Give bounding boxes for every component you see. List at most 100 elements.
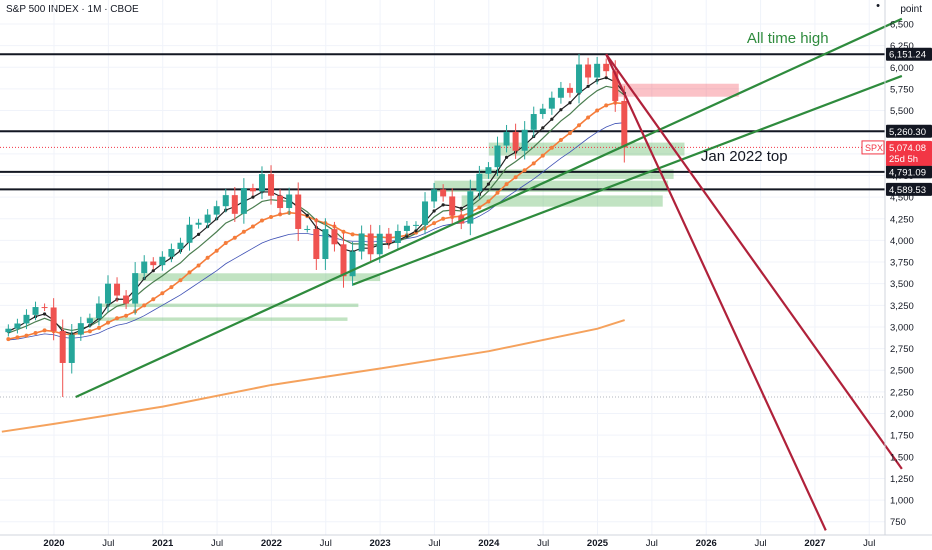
x-tick-label: Jul [537, 538, 549, 549]
level-price-label-text: 6,151.24 [889, 50, 926, 61]
green-zone [434, 180, 669, 192]
candle-body [23, 314, 30, 324]
ma-orange-dot [540, 153, 545, 158]
y-tick-label: 4,250 [890, 214, 914, 225]
x-tick-label: Jul [428, 538, 440, 549]
candle-body [222, 195, 229, 207]
ma-orange-dot [350, 232, 355, 237]
candle-body [621, 100, 628, 148]
y-tick-label: 6,500 [890, 20, 914, 31]
candle-body [503, 131, 510, 146]
price-labels: 6,151.24 5,260.30 4,791.09 4,589.53 5,074.08… [861, 47, 932, 196]
annotations: All time high Jan 2022 top [701, 30, 829, 165]
y-tick-label: 6,250 [890, 41, 914, 52]
candle-body [104, 283, 111, 304]
candle-body [612, 71, 619, 101]
candle-body [95, 303, 102, 319]
candle-body [195, 222, 202, 225]
candle-body [168, 248, 175, 257]
green-zone [97, 303, 359, 308]
candlesticks [5, 53, 628, 397]
ma-orange-dot [531, 161, 536, 166]
ma-orange-dot [269, 215, 274, 220]
y-tick-label: 3,500 [890, 279, 914, 290]
green-zone [461, 195, 663, 207]
candle-body [512, 131, 519, 151]
candle-body [204, 214, 211, 223]
y-tick-label: 3,750 [890, 258, 914, 269]
ma-black-dot [151, 269, 155, 273]
green-zone [86, 317, 348, 321]
candle-body [213, 206, 220, 215]
chart-title: S&P 500 INDEX · 1M · CBOE [6, 4, 139, 15]
x-tick-label: Jul [320, 538, 332, 549]
ma-orange-dot [187, 270, 192, 275]
last-price-countdown: 25d 5h [889, 154, 918, 165]
candle-body [258, 174, 265, 192]
candle-body [295, 194, 302, 229]
ma-black-dot [42, 312, 47, 316]
ma-orange-dot [241, 229, 246, 234]
level-price-label: 4,589.53 [886, 182, 932, 196]
x-tick-label: Jul [646, 538, 658, 549]
green-trendline [352, 74, 903, 286]
candle-body [268, 174, 275, 196]
y-tick-label: 5,750 [890, 84, 914, 95]
price-axis-unit: point [900, 4, 922, 15]
ma-orange-dot [142, 303, 147, 308]
candle-body [77, 323, 84, 335]
y-tick-label: 2,000 [890, 409, 914, 420]
ma-black-dot [504, 155, 509, 159]
level-price-label: 6,151.24 [886, 47, 932, 61]
menu-dot-icon[interactable]: • [876, 0, 880, 12]
y-tick-label: 5,500 [890, 106, 914, 117]
candle-body [367, 233, 374, 255]
ma-orange-dot [6, 337, 11, 342]
candle-body [394, 230, 401, 243]
x-tick-label: 2026 [696, 538, 717, 549]
candle-body [585, 64, 592, 78]
ma-orange-dot [232, 235, 237, 240]
ma-black-dot [459, 206, 463, 210]
candle-body [231, 195, 238, 214]
ma-orange-dot [15, 335, 20, 340]
symbol-tag-bg [861, 140, 885, 155]
candle-body [594, 63, 601, 78]
y-tick-label: 2,750 [890, 344, 914, 355]
candle-body [5, 328, 12, 333]
candle-body [132, 273, 139, 304]
candle-body [530, 114, 537, 130]
candle-body [521, 129, 528, 151]
ma-orange-dot [250, 224, 255, 229]
y-tick-label: 3,250 [890, 301, 914, 312]
candle-body [177, 242, 184, 249]
ma-black-dot [405, 234, 409, 238]
ma-orange-dot [223, 240, 228, 245]
candle-body [403, 225, 410, 231]
ma-orange-dot [115, 316, 120, 321]
ma-black-dot [541, 126, 545, 130]
candle-body [385, 233, 392, 243]
candle-body [576, 64, 583, 93]
chart-annotation: All time high [747, 30, 829, 47]
candle-body [485, 167, 492, 174]
horizontal-levels [0, 53, 885, 398]
candle-body [41, 307, 48, 309]
ma-black-dot [414, 229, 418, 233]
candle-body [331, 229, 338, 245]
ma-orange-dot [441, 216, 446, 221]
ma-orange-dot [214, 248, 219, 253]
ma-orange-dot [577, 123, 582, 128]
ma-black-dot [586, 84, 590, 88]
x-tick-label: 2025 [587, 538, 609, 549]
candle-body [476, 173, 483, 192]
candle-body [548, 97, 555, 109]
ma-long-line [1, 319, 625, 433]
candle-body [32, 307, 39, 315]
ma-orange-dot [495, 190, 500, 195]
candle-body [557, 87, 564, 98]
ma-orange-dot [558, 137, 563, 142]
ma-black-dot [604, 76, 608, 80]
green-trendline [75, 17, 903, 398]
